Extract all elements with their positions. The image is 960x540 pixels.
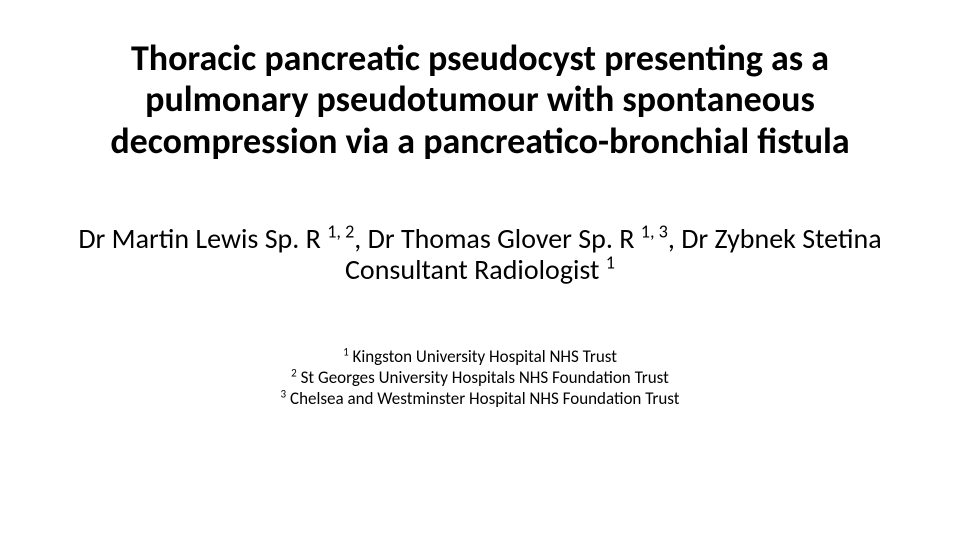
affiliation-text: Kingston University Hospital NHS Trust xyxy=(349,346,617,367)
affiliation-text: Chelsea and Westminster Hospital NHS Fou… xyxy=(286,388,679,409)
author-superscript: 1, 3 xyxy=(641,221,668,243)
slide-title: Thoracic pancreatic pseudocyst presentin… xyxy=(60,38,900,162)
affiliations-block: 1 Kingston University Hospital NHS Trust… xyxy=(60,346,900,410)
affiliation-line: 3 Chelsea and Westminster Hospital NHS F… xyxy=(60,388,900,409)
author-separator: , xyxy=(354,221,367,256)
author-line: Dr Martin Lewis Sp. R 1, 2, Dr Thomas Gl… xyxy=(60,224,900,286)
author-superscript: 1, 2 xyxy=(327,221,354,243)
affiliation-text: St Georges University Hospitals NHS Foun… xyxy=(297,367,669,388)
slide: Thoracic pancreatic pseudocyst presentin… xyxy=(0,0,960,540)
affiliation-line: 1 Kingston University Hospital NHS Trust xyxy=(60,346,900,367)
author-name: Dr Thomas Glover Sp. R xyxy=(368,221,641,256)
author-name: Dr Martin Lewis Sp. R xyxy=(78,221,327,256)
affiliation-line: 2 St Georges University Hospitals NHS Fo… xyxy=(60,367,900,388)
author-separator: , xyxy=(668,221,681,256)
author-superscript: 1 xyxy=(606,252,615,274)
